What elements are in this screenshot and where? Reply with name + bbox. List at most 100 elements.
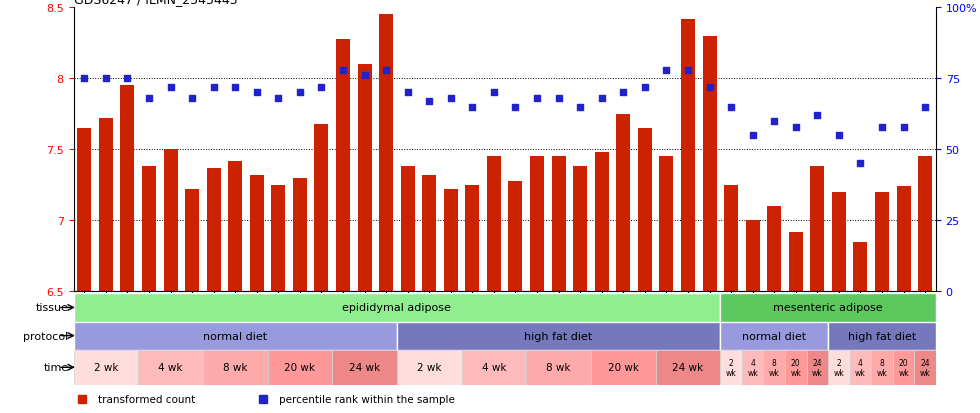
Bar: [681, 19, 695, 292]
Bar: [789, 232, 803, 292]
Bar: [742, 350, 763, 385]
Text: 8
wk: 8 wk: [769, 358, 779, 377]
Point: [486, 90, 502, 97]
Bar: [444, 190, 458, 292]
Bar: [875, 192, 889, 292]
Bar: [336, 39, 350, 292]
Bar: [332, 350, 397, 385]
Text: 4 wk: 4 wk: [482, 362, 506, 373]
Bar: [552, 157, 565, 292]
Text: 2 wk: 2 wk: [416, 362, 441, 373]
Point: [443, 96, 459, 102]
Point: [98, 76, 114, 83]
Point: [702, 84, 717, 91]
Bar: [487, 157, 501, 292]
Bar: [250, 176, 264, 292]
Point: [874, 124, 890, 131]
Point: [917, 104, 933, 111]
Point: [465, 104, 480, 111]
Point: [723, 104, 739, 111]
Point: [766, 118, 782, 125]
Text: time: time: [43, 362, 69, 373]
Bar: [893, 350, 914, 385]
Text: protocol: protocol: [24, 331, 69, 341]
Point: [594, 96, 610, 102]
Bar: [164, 150, 177, 292]
Point: [831, 133, 847, 139]
Bar: [293, 178, 307, 292]
Bar: [466, 185, 479, 292]
Text: 8 wk: 8 wk: [222, 362, 247, 373]
Bar: [358, 65, 371, 292]
Bar: [785, 350, 807, 385]
Bar: [720, 350, 742, 385]
Point: [141, 96, 157, 102]
Bar: [207, 169, 220, 292]
Bar: [807, 350, 828, 385]
Point: [659, 67, 674, 74]
Text: 24
wk: 24 wk: [812, 358, 822, 377]
Bar: [746, 221, 760, 292]
Bar: [720, 322, 828, 350]
Text: 2 wk: 2 wk: [93, 362, 118, 373]
Text: tissue: tissue: [35, 303, 69, 313]
Bar: [203, 350, 268, 385]
Bar: [595, 153, 609, 292]
Bar: [74, 350, 138, 385]
Bar: [591, 350, 656, 385]
Bar: [228, 161, 242, 292]
Point: [335, 67, 351, 74]
Text: 20
wk: 20 wk: [791, 358, 801, 377]
Bar: [268, 350, 332, 385]
Text: GDS6247 / ILMN_2545445: GDS6247 / ILMN_2545445: [74, 0, 237, 6]
Text: 20 wk: 20 wk: [284, 362, 316, 373]
Bar: [142, 167, 156, 292]
Text: 4 wk: 4 wk: [158, 362, 182, 373]
Bar: [271, 185, 285, 292]
Bar: [656, 350, 720, 385]
Point: [120, 76, 135, 83]
Bar: [530, 157, 544, 292]
Point: [529, 96, 545, 102]
Bar: [850, 350, 871, 385]
Bar: [379, 15, 393, 292]
Point: [421, 98, 437, 105]
Bar: [509, 181, 522, 292]
Text: 24 wk: 24 wk: [672, 362, 704, 373]
Bar: [854, 242, 867, 292]
Point: [572, 104, 588, 111]
Bar: [573, 167, 587, 292]
Point: [896, 124, 911, 131]
Text: normal diet: normal diet: [203, 331, 268, 341]
Bar: [660, 157, 673, 292]
Bar: [832, 192, 846, 292]
Bar: [828, 322, 936, 350]
Point: [809, 113, 825, 119]
Point: [788, 124, 804, 131]
Bar: [138, 350, 203, 385]
Point: [357, 73, 372, 80]
Bar: [77, 129, 91, 292]
Point: [853, 161, 868, 167]
Text: 20
wk: 20 wk: [899, 358, 908, 377]
Bar: [638, 129, 652, 292]
Bar: [526, 350, 591, 385]
Point: [163, 84, 178, 91]
Point: [227, 84, 243, 91]
Point: [206, 84, 221, 91]
Point: [745, 133, 760, 139]
Bar: [810, 167, 824, 292]
Bar: [74, 322, 397, 350]
Text: 8
wk: 8 wk: [877, 358, 887, 377]
Text: epididymal adipose: epididymal adipose: [342, 303, 452, 313]
Text: high fat diet: high fat diet: [848, 331, 916, 341]
Point: [400, 90, 416, 97]
Bar: [397, 350, 462, 385]
Point: [551, 96, 566, 102]
Bar: [767, 206, 781, 292]
Point: [249, 90, 265, 97]
Text: normal diet: normal diet: [742, 331, 807, 341]
Bar: [763, 350, 785, 385]
Bar: [720, 294, 936, 322]
Bar: [462, 350, 526, 385]
